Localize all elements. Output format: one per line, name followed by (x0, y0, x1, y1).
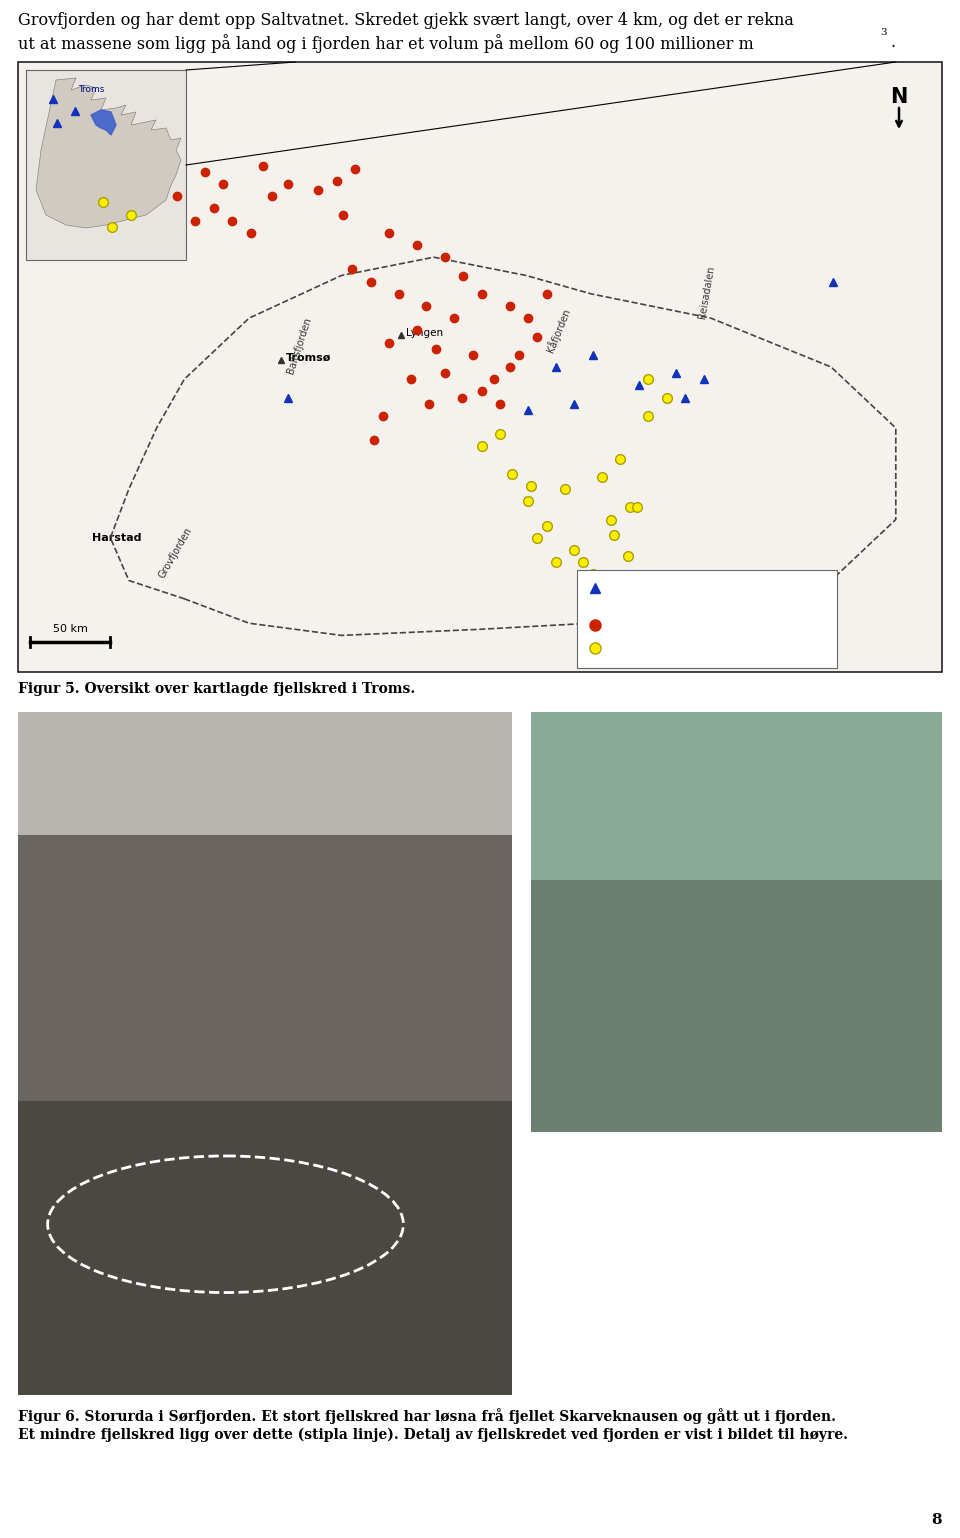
Polygon shape (91, 111, 116, 135)
Bar (531, 712, 942, 880)
Text: Fjellskred eller steinbreer: Fjellskred eller steinbreer (607, 643, 740, 654)
Text: Grovfjorden: Grovfjorden (156, 526, 194, 580)
Text: 50 km: 50 km (53, 624, 87, 634)
Text: Mulige ustabile: Mulige ustabile (607, 583, 686, 594)
Bar (18, 1087, 512, 1395)
Text: Kåfjorden: Kåfjorden (543, 306, 572, 354)
Text: Figur 6. Storurda i Sørfjorden. Et stort fjellskred har løsna frå fjellet Skarve: Figur 6. Storurda i Sørfjorden. Et stort… (18, 1407, 836, 1424)
Text: 3: 3 (880, 28, 887, 37)
Bar (26, 71, 186, 260)
Bar (577, 571, 837, 667)
Text: Lyngen: Lyngen (406, 329, 444, 338)
Polygon shape (36, 78, 181, 228)
Text: Figur 5. Oversikt over kartlagde fjellskred i Troms.: Figur 5. Oversikt over kartlagde fjellsk… (18, 681, 416, 697)
Text: Troms: Troms (78, 85, 105, 94)
Bar (531, 712, 942, 1132)
Bar (18, 712, 512, 1395)
Text: Baltsfjorden: Baltsfjorden (286, 315, 314, 375)
Text: Reisadalen: Reisadalen (697, 265, 716, 318)
Text: Harstad: Harstad (92, 532, 141, 543)
Text: Grovfjorden og har demt opp Saltvatnet. Skredet gjekk svært langt, over 4 km, og: Grovfjorden og har demt opp Saltvatnet. … (18, 12, 794, 29)
Text: N: N (890, 88, 908, 108)
Bar (18, 712, 512, 835)
Text: Fjellskred: Fjellskred (607, 620, 657, 631)
Text: ut at massene som ligg på land og i fjorden har et volum på mellom 60 og 100 mil: ut at massene som ligg på land og i fjor… (18, 34, 754, 52)
Text: .: . (891, 34, 896, 51)
Bar (531, 880, 942, 1132)
Text: Et mindre fjellskred ligg over dette (stipla linje). Detalj av fjellskredet ved : Et mindre fjellskred ligg over dette (st… (18, 1427, 848, 1443)
Text: fjellparti/sprekker: fjellparti/sprekker (607, 598, 700, 609)
Bar (18, 62, 942, 672)
Bar (18, 815, 512, 1101)
Text: Tromsø: Tromsø (286, 352, 331, 363)
Text: 8: 8 (931, 1513, 942, 1527)
